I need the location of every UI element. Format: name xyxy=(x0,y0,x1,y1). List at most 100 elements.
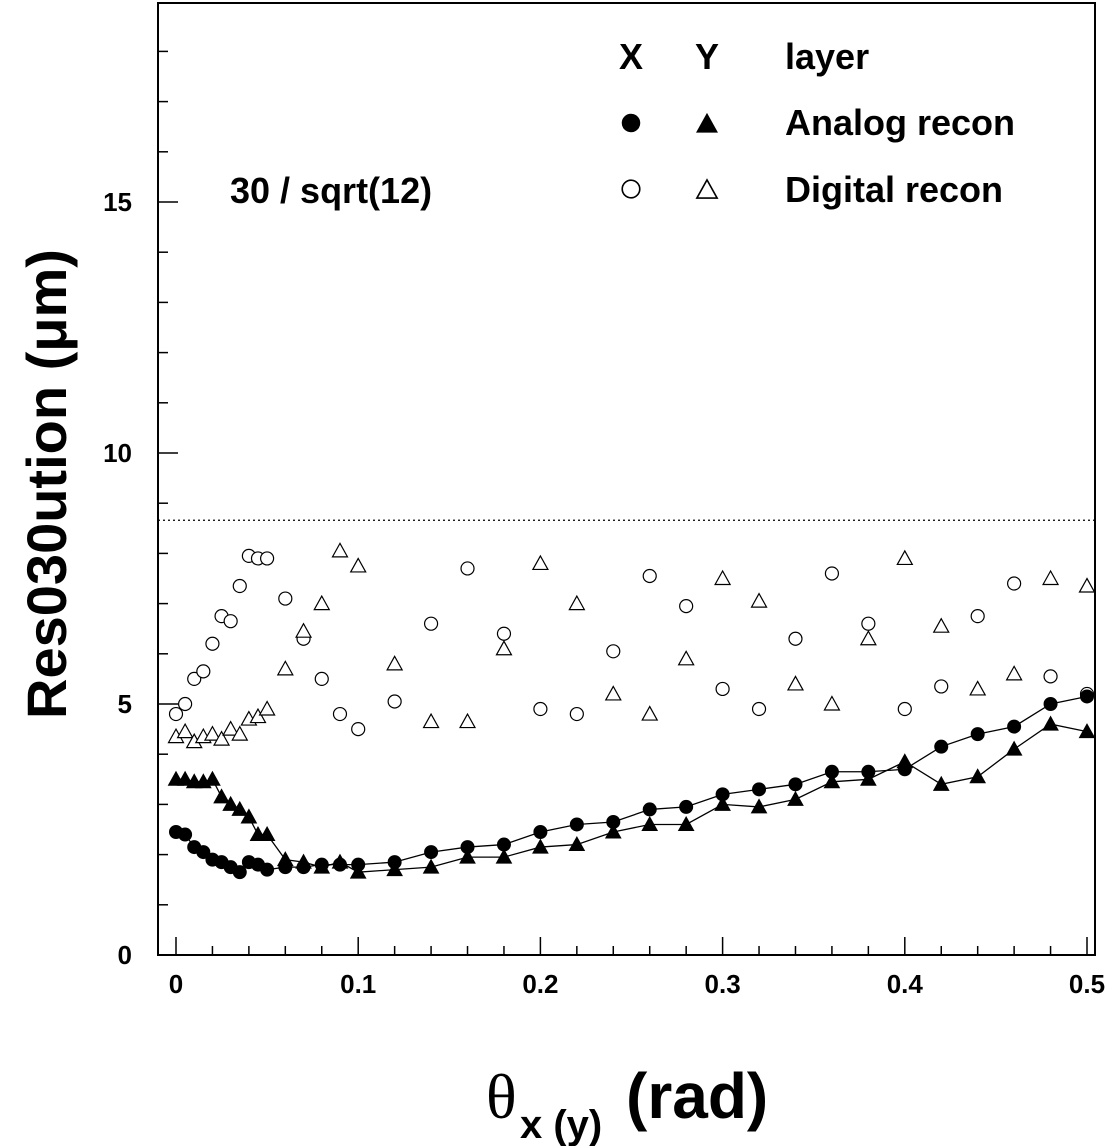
digital-recon-y-point xyxy=(750,592,768,608)
digital-recon-y-point xyxy=(1005,665,1023,681)
digital-recon-x-point xyxy=(278,591,293,606)
tick-labels: 0 0.1 0.2 0.3 0.4 0.5 0 5 10 15 xyxy=(103,187,1105,999)
digital-recon-y-point xyxy=(531,554,549,571)
analog-recon-y-point xyxy=(231,800,249,816)
analog-recon-x-point xyxy=(533,825,548,840)
digital-recon-y-point xyxy=(295,622,313,638)
analog-recon-x-point xyxy=(1080,689,1094,704)
analog-recon-y-point xyxy=(787,790,804,806)
digital-recon-y-point xyxy=(786,675,804,691)
digital-recon-x-point xyxy=(606,644,621,659)
analog-recon-y-point xyxy=(295,853,312,869)
digital-recon-x-point xyxy=(387,694,402,709)
digital-recon-x-point xyxy=(351,721,366,737)
analog-recon-y-point xyxy=(604,823,622,839)
digital-recon-y-point xyxy=(176,722,194,739)
analog-recon-y-point xyxy=(896,753,914,769)
legend-header-x: X xyxy=(619,36,643,77)
digital-recon-x-point xyxy=(205,636,220,651)
x-tick-label: 0.2 xyxy=(522,969,558,999)
digital-recon-y-point xyxy=(222,720,240,736)
analog-recon-x-point xyxy=(178,827,193,842)
digital-recon-y-point xyxy=(231,725,249,741)
analog-recon-y-point xyxy=(459,848,476,864)
digital-recon-x-point xyxy=(260,551,275,566)
digital-recon-y-point xyxy=(203,725,221,741)
x-axis-title-unit: (rad) xyxy=(626,1060,768,1132)
x-tick-label: 0 xyxy=(169,969,183,999)
digital-recon-x-point xyxy=(496,626,512,641)
digital-recon-x-point xyxy=(861,616,876,631)
digital-recon-x-point xyxy=(533,701,548,717)
digital-recon-y-point xyxy=(1078,577,1096,593)
y-tick-label: 5 xyxy=(118,689,132,719)
analog-recon-y-point xyxy=(204,770,221,786)
analog-recon-y-point xyxy=(823,773,841,789)
analog-recon-y-point xyxy=(386,861,403,877)
analog-recon-y-point xyxy=(222,795,240,811)
digital-recon-x-point xyxy=(423,616,439,631)
digital-recon-x-point xyxy=(1007,576,1022,591)
analog-recon-y-point xyxy=(240,808,258,824)
digital-recon-y-point xyxy=(422,712,440,729)
digital-recon-x-point xyxy=(187,671,202,687)
digital-recon-y-point xyxy=(313,594,331,611)
digital-recon-x-point xyxy=(824,566,840,581)
analog-recon-y-point xyxy=(331,853,349,869)
analog-recon-x-point xyxy=(260,862,275,877)
legend: X Y layer Analog recon Digital recon xyxy=(619,36,1015,210)
digital-recon-y-point xyxy=(1042,569,1060,586)
digital-recon-y-point xyxy=(276,660,294,676)
analog-recon-y-point xyxy=(750,798,768,814)
analog-recon-y-point xyxy=(568,836,586,852)
digital-recon-y-point xyxy=(459,712,477,729)
digital-recon-x-point xyxy=(642,568,657,584)
digital-recon-y-point xyxy=(896,549,914,566)
digital-recon-x-point xyxy=(196,664,211,679)
digital-recon-x-point xyxy=(332,706,348,722)
analog-recon-y-point xyxy=(213,788,230,804)
legend-header-layer: layer xyxy=(785,36,869,77)
digital-recon-x-point xyxy=(168,706,184,722)
digital-recon-y-point xyxy=(386,655,404,671)
digital-recon-y-point xyxy=(495,640,513,656)
digital-recon-x-point xyxy=(751,701,767,717)
digital-recon-x-point xyxy=(715,681,730,697)
analog-recon-y-point xyxy=(969,768,987,784)
analog-recon-y-point xyxy=(495,848,513,864)
digital-recon-y-point xyxy=(331,542,349,558)
analog-recon-y-point xyxy=(258,825,276,842)
digital-recon-x-point xyxy=(569,706,584,722)
reference-annotation: 30 / sqrt(12) xyxy=(230,170,432,211)
digital-recon-y-point xyxy=(641,705,659,721)
digital-recon-y-point xyxy=(249,707,267,724)
x-tick-label: 0.1 xyxy=(340,969,376,999)
analog-recon-y-point xyxy=(1042,715,1059,731)
digital-recon-y-point xyxy=(932,617,950,633)
y-tick-label: 0 xyxy=(118,940,132,970)
x-tick-label: 0.5 xyxy=(1069,969,1105,999)
legend-header-y: Y xyxy=(695,36,719,77)
analog-recon-x-point xyxy=(569,817,584,832)
digital-recon-x-point xyxy=(934,679,949,694)
analog-recon-y-point xyxy=(860,770,877,786)
digital-recon-y-point xyxy=(677,650,695,666)
analog-recon-y-point xyxy=(714,795,731,811)
analog-recon-y-point xyxy=(932,775,950,791)
analog-recon-x-point xyxy=(934,739,949,754)
x-tick-label: 0.4 xyxy=(887,969,924,999)
y-tick-label: 10 xyxy=(103,438,132,468)
y-axis-title: Res030ution (μm) xyxy=(15,249,78,719)
digital-recon-y-point xyxy=(714,569,732,586)
digital-recon-y-point xyxy=(568,594,586,611)
analog-recon-x-point xyxy=(424,845,439,860)
legend-label-digital: Digital recon xyxy=(785,169,1003,210)
digital-recon-x-point xyxy=(970,609,985,624)
digital-recon-y-point xyxy=(258,700,276,716)
x-axis-title: θ x (y) (rad) xyxy=(486,1060,768,1146)
legend-label-analog: Analog recon xyxy=(785,102,1015,143)
legend-marker-digital-y xyxy=(695,178,719,199)
analog-recon-y-point xyxy=(313,858,331,874)
x-axis-title-subscript: x (y) xyxy=(520,1103,602,1146)
